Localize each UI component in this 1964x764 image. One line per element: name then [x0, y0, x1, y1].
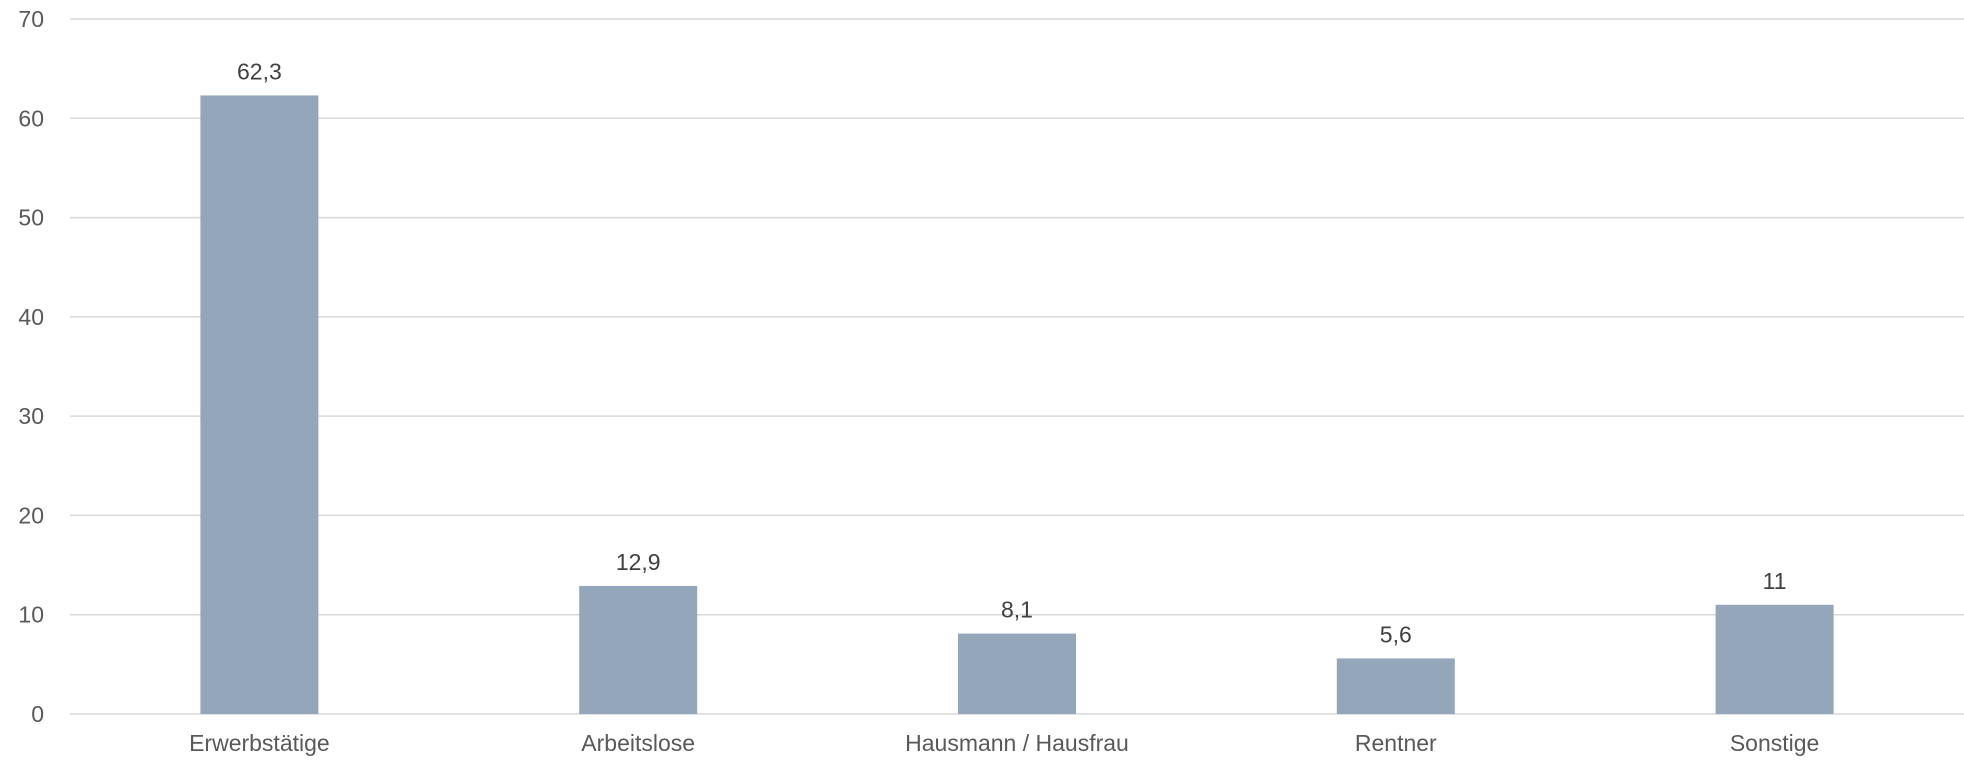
- y-tick-label: 10: [18, 602, 44, 628]
- data-label: 62,3: [237, 58, 282, 84]
- bar: [1715, 604, 1834, 714]
- bar: [1336, 658, 1455, 714]
- bars: [200, 95, 1834, 714]
- y-tick-label: 50: [18, 205, 44, 231]
- data-label: 8,1: [1001, 597, 1033, 623]
- x-axis-labels: Erwerbstätige Arbeitslose Hausmann / Hausf…: [189, 730, 1819, 756]
- data-label: 11: [1763, 568, 1787, 594]
- category-label: Sonstige: [1730, 730, 1820, 756]
- bar: [579, 585, 698, 714]
- y-tick-label: 30: [18, 403, 44, 429]
- category-label: Erwerbstätige: [189, 730, 330, 756]
- data-label: 5,6: [1380, 621, 1412, 647]
- y-tick-label: 70: [18, 6, 44, 32]
- y-tick-label: 0: [31, 701, 44, 727]
- y-tick-label: 40: [18, 304, 44, 330]
- gridlines: [70, 18, 1964, 715]
- y-tick-label: 20: [18, 502, 44, 528]
- data-labels: 62,3 12,9 8,1 5,6 11: [237, 58, 1787, 647]
- bar: [958, 633, 1076, 714]
- category-label: Rentner: [1355, 730, 1437, 756]
- y-tick-label: 60: [18, 105, 44, 131]
- category-label: Hausmann / Hausfrau: [905, 730, 1129, 756]
- y-axis-ticks: 0 10 20 30 40 50 60 70: [18, 6, 44, 727]
- bar: [200, 95, 319, 714]
- data-label: 12,9: [616, 549, 661, 575]
- category-label: Arbeitslose: [581, 730, 695, 756]
